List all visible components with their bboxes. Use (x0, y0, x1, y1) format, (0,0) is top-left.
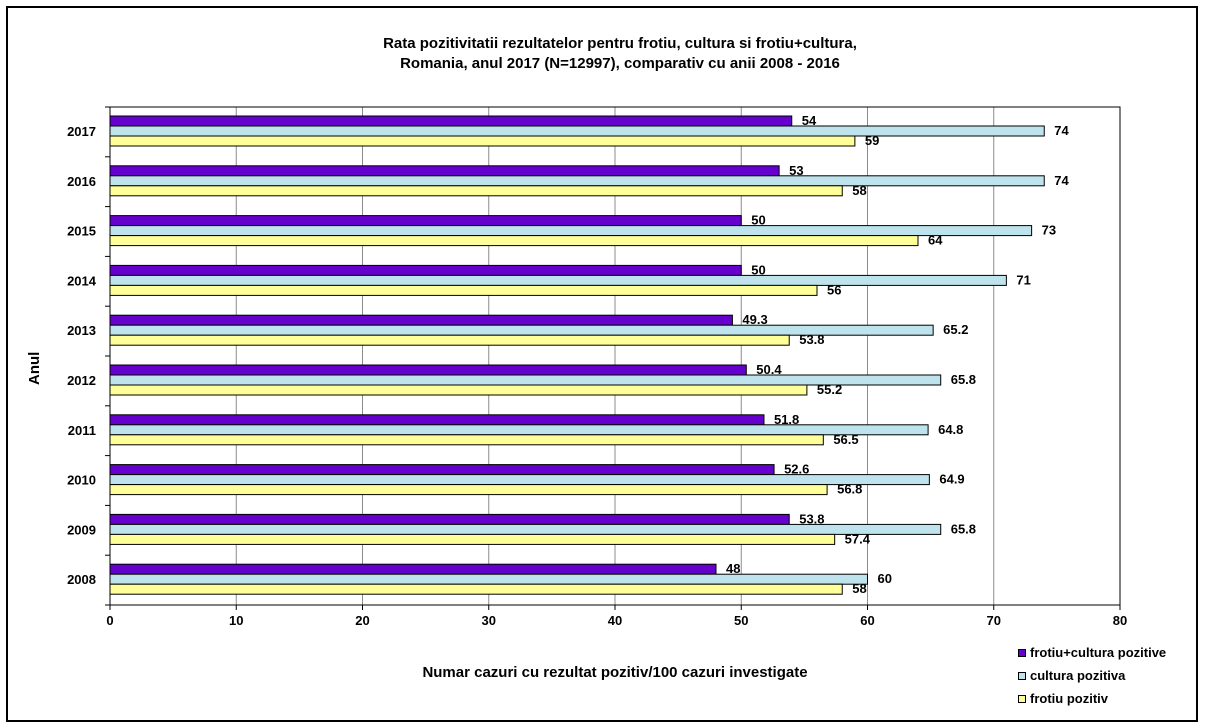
bar-cultura (109, 125, 1045, 137)
chart-frame (6, 6, 1198, 722)
bar-frotiu-cultura (109, 264, 742, 276)
x-tick-label: 40 (608, 613, 622, 628)
bar-cultura (109, 523, 942, 535)
data-label: 64 (928, 233, 943, 248)
data-label: 50.4 (756, 362, 782, 377)
x-axis-label: Numar cazuri cu rezultat pozitiv/100 caz… (422, 664, 808, 681)
bar-frotiu-cultura (109, 215, 742, 227)
data-label: 53.8 (799, 332, 824, 347)
data-label: 64.8 (938, 422, 963, 437)
legend-swatch-0 (1018, 648, 1026, 657)
data-label: 65.8 (951, 521, 976, 536)
legend-swatch-1 (1018, 671, 1026, 680)
bar-frotiu (109, 334, 790, 346)
data-label: 53.8 (799, 511, 824, 526)
data-label: 56.5 (833, 432, 858, 447)
x-tick-label: 60 (860, 613, 874, 628)
y-tick-label: 2013 (67, 323, 96, 338)
bar-cultura (109, 274, 1007, 286)
bar-frotiu (109, 185, 843, 197)
bar-cultura (109, 225, 1033, 237)
legend-item-0: frotiu+cultura pozitive (1018, 641, 1166, 664)
chart-title: Rata pozitivitatii rezultatelor pentru f… (0, 34, 1206, 74)
chart-title-line-2: Romania, anul 2017 (N=12997), comparativ… (400, 55, 840, 72)
bar-cultura (109, 175, 1045, 187)
data-label: 71 (1016, 272, 1030, 287)
x-tick-label: 50 (734, 613, 748, 628)
legend-label-2: frotiu pozitiv (1030, 691, 1108, 706)
x-tick-label: 0 (106, 613, 113, 628)
bar-frotiu-cultura (109, 563, 717, 575)
data-label: 51.8 (774, 412, 799, 427)
data-label: 74 (1054, 123, 1069, 138)
data-label: 58 (852, 581, 866, 596)
data-label: 56 (827, 282, 841, 297)
data-label: 74 (1054, 173, 1069, 188)
bar-frotiu-cultura (109, 165, 780, 177)
x-tick-label: 30 (482, 613, 496, 628)
data-label: 48 (726, 561, 740, 576)
data-label: 65.2 (943, 322, 968, 337)
bar-frotiu (109, 434, 824, 446)
y-axis-label: Anul (26, 351, 43, 385)
bar-frotiu (109, 533, 836, 545)
bar-frotiu-cultura (109, 414, 765, 426)
bar-frotiu-cultura (109, 464, 775, 476)
bar-frotiu (109, 583, 843, 595)
y-tick-label: 2008 (67, 572, 96, 587)
bar-cultura (109, 424, 929, 436)
data-label: 50 (751, 213, 765, 228)
bar-frotiu-cultura (109, 364, 747, 376)
data-label: 73 (1042, 223, 1056, 238)
bar-frotiu-cultura (109, 513, 790, 525)
data-label: 49.3 (742, 312, 767, 327)
bar-frotiu-cultura (109, 314, 733, 326)
y-tick-label: 2011 (68, 423, 96, 438)
y-tick-label: 2009 (67, 522, 96, 537)
data-label: 54 (802, 113, 817, 128)
data-label: 65.8 (951, 372, 976, 387)
x-tick-label: 80 (1113, 613, 1127, 628)
x-tick-label: 20 (355, 613, 369, 628)
data-label: 57.4 (845, 531, 871, 546)
legend-swatch-2 (1018, 694, 1026, 703)
bar-frotiu (109, 484, 828, 496)
bar-frotiu (109, 284, 818, 296)
bar-frotiu (109, 135, 856, 147)
data-label: 50 (751, 262, 765, 277)
y-tick-label: 2015 (67, 224, 96, 239)
y-tick-label: 2014 (67, 273, 97, 288)
legend-label-0: frotiu+cultura pozitive (1030, 645, 1167, 660)
x-tick-label: 10 (229, 613, 243, 628)
y-tick-label: 2016 (67, 174, 96, 189)
bar-frotiu-cultura (109, 115, 793, 127)
data-label: 56.8 (837, 482, 862, 497)
data-label: 53 (789, 163, 803, 178)
bar-cultura (109, 573, 868, 585)
bar-frotiu (109, 384, 808, 396)
bar-frotiu (109, 235, 919, 247)
y-tick-label: 2017 (67, 124, 96, 139)
legend-label-1: cultura pozitiva (1030, 668, 1126, 683)
data-label: 64.9 (939, 472, 964, 487)
data-label: 59 (865, 133, 879, 148)
legend-item-2: frotiu pozitiv (1018, 687, 1166, 710)
data-label: 58 (852, 183, 866, 198)
legend-item-1: cultura pozitiva (1018, 664, 1166, 687)
y-tick-label: 2010 (67, 473, 96, 488)
data-label: 55.2 (817, 382, 842, 397)
x-tick-label: 70 (987, 613, 1001, 628)
chart-title-line-1: Rata pozitivitatii rezultatelor pentru f… (383, 35, 857, 52)
y-tick-label: 2012 (67, 373, 96, 388)
bar-cultura (109, 474, 930, 486)
data-label: 52.6 (784, 462, 809, 477)
legend: frotiu+cultura pozitive cultura pozitiva… (1018, 641, 1166, 710)
data-label: 60 (878, 571, 892, 586)
